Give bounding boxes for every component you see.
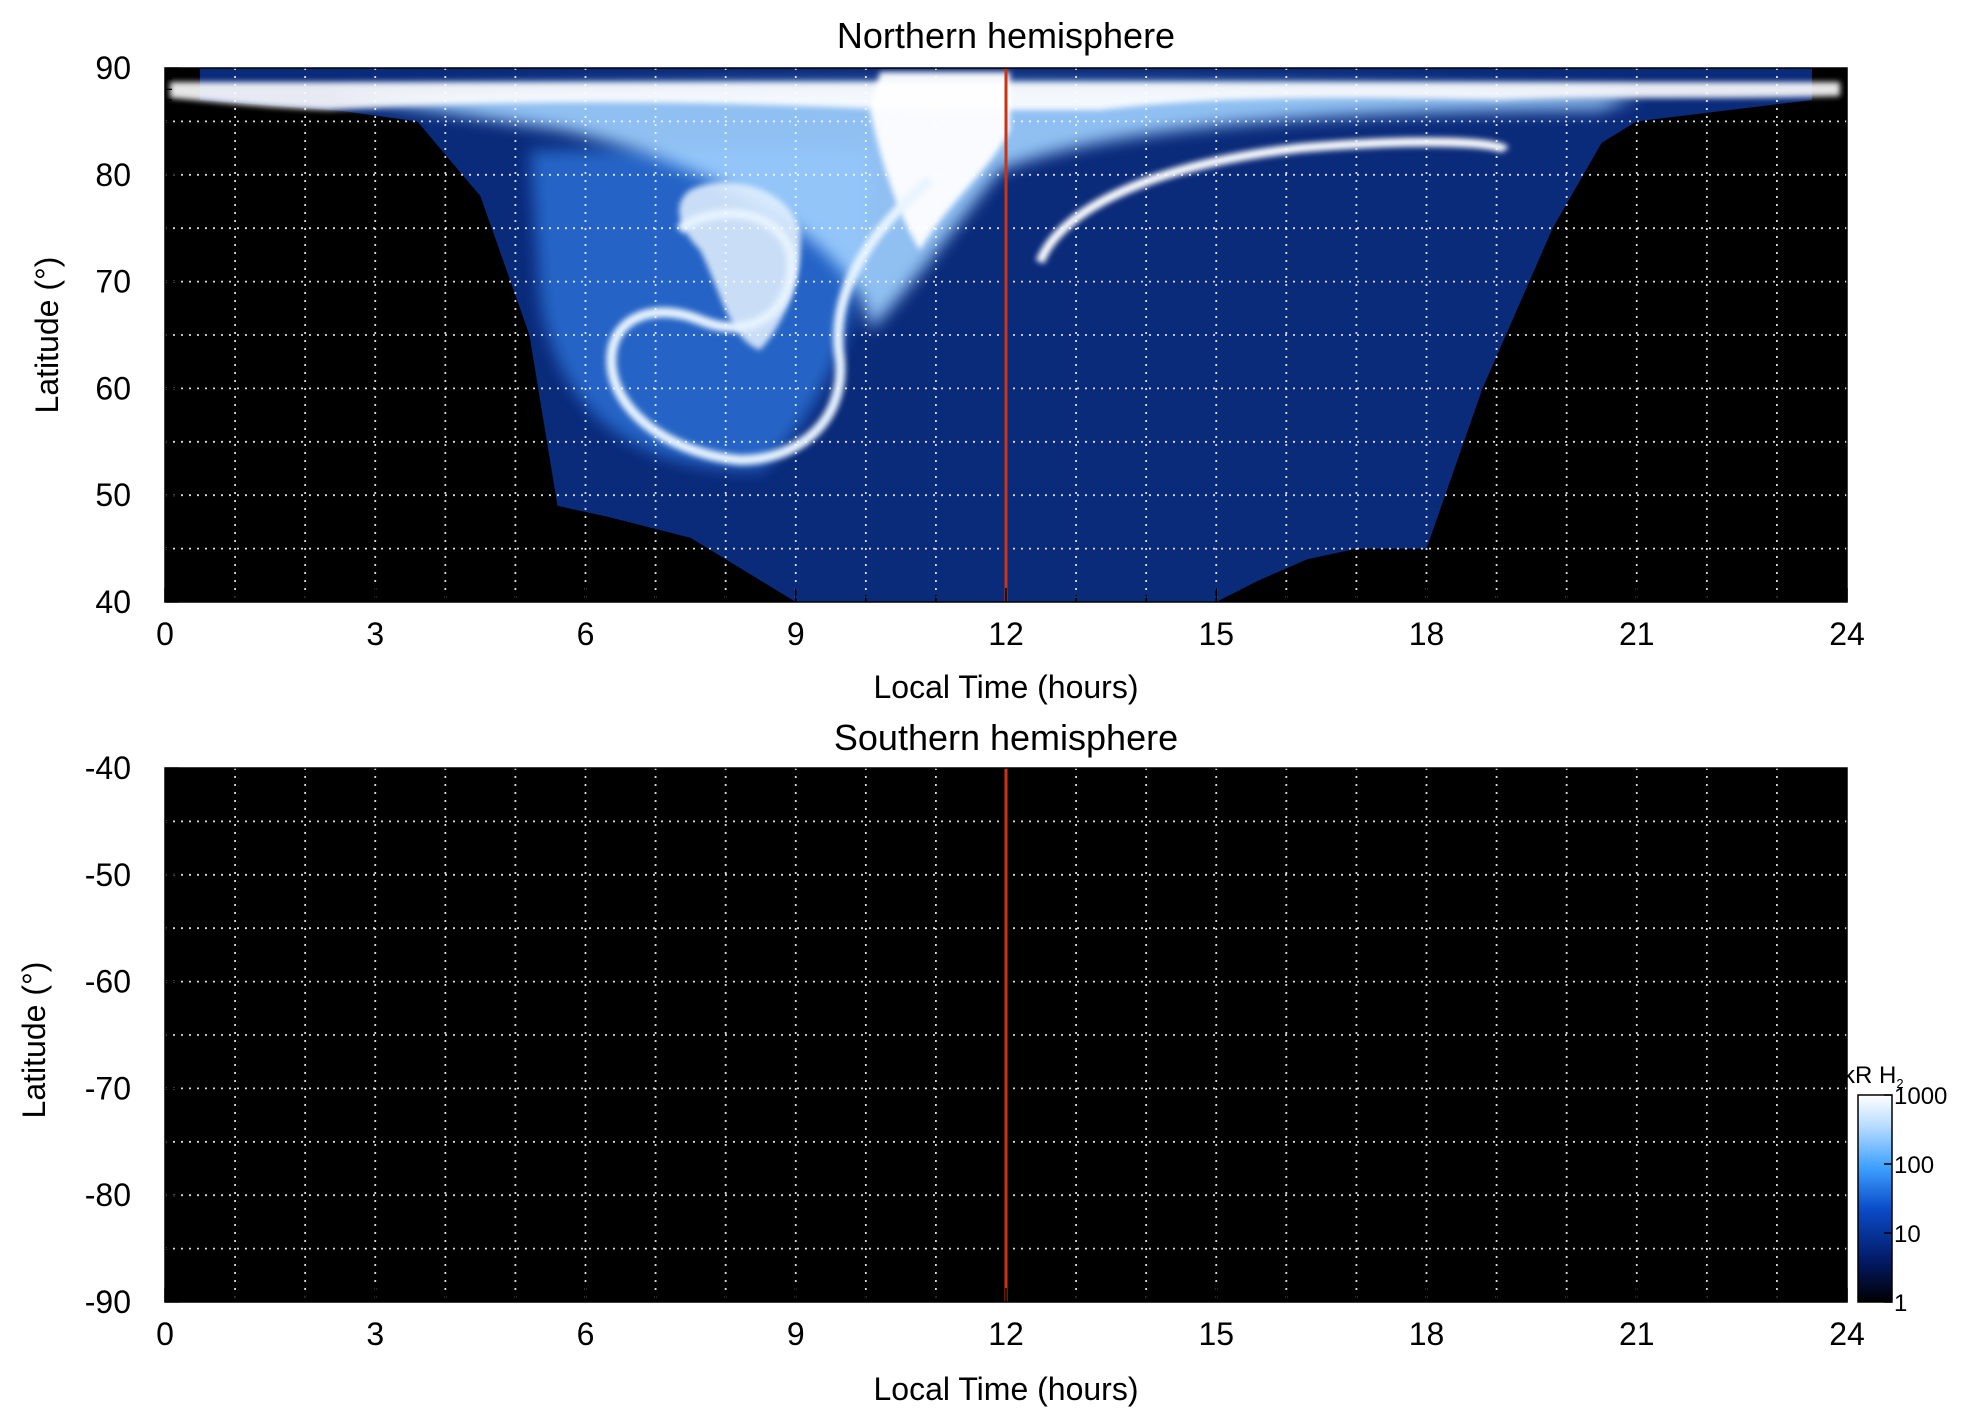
north-afternoon-arc: [1035, 137, 1509, 264]
south-x-tick-label: 0: [156, 1316, 174, 1352]
colorbar-label-main: kR H: [1843, 1062, 1896, 1089]
south-x-axis-label: Local Time (hours): [874, 1371, 1139, 1407]
south-y-tick-label: -90: [85, 1284, 131, 1320]
south-x-tick-label: 18: [1409, 1316, 1445, 1352]
north-axes: 0 3 6 9 12 15 18 21 24 40 50 60 70 80 90: [95, 50, 1864, 652]
colorbar-ticks: 1000 100 10 1: [1884, 1083, 1947, 1317]
south-axes: 0 3 6 9 12 15 18 21 24 -40 -50 -60 -70 -80 -90: [85, 750, 1865, 1352]
north-title: Northern hemisphere: [837, 15, 1175, 56]
south-x-tick-label: 24: [1829, 1316, 1865, 1352]
south-y-tick-label: -70: [85, 1070, 131, 1106]
north-x-tick-label: 0: [156, 616, 174, 652]
north-y-axis-label: Latitude (°): [29, 257, 65, 414]
south-y-tick-label: -60: [85, 964, 131, 1000]
colorbar: kR H2 1000 100 10 1: [1843, 1062, 1947, 1317]
north-x-tick-label: 21: [1619, 616, 1655, 652]
south-x-tick-label: 15: [1198, 1316, 1234, 1352]
southern-hemisphere-panel: Southern hemisphere 0 3 6 9 12 15 18 21 24 -40 -50…: [16, 717, 1865, 1407]
colorbar-tick-label: 10: [1894, 1221, 1921, 1248]
north-x-tick-label: 24: [1829, 616, 1865, 652]
south-x-tick-label: 6: [577, 1316, 595, 1352]
north-y-tick-label: 90: [95, 50, 131, 86]
north-x-axis-label: Local Time (hours): [874, 669, 1139, 705]
south-y-tick-label: -50: [85, 857, 131, 893]
colorbar-label: kR H2: [1843, 1062, 1904, 1091]
north-x-tick-label: 15: [1198, 616, 1234, 652]
colorbar-tick-label: 1: [1894, 1290, 1907, 1317]
north-polar-cap-glow: [330, 83, 1640, 330]
south-y-tick-label: -40: [85, 750, 131, 786]
colorbar-tick-label: 100: [1894, 1152, 1934, 1179]
north-x-tick-label: 6: [577, 616, 595, 652]
colorbar-tick-label: 1000: [1894, 1083, 1947, 1110]
north-x-tick-label: 9: [787, 616, 805, 652]
north-y-tick-label: 40: [95, 584, 131, 620]
south-title: Southern hemisphere: [834, 717, 1178, 758]
south-x-tick-label: 21: [1619, 1316, 1655, 1352]
north-y-tick-label: 50: [95, 477, 131, 513]
south-y-axis-label: Latitude (°): [16, 962, 52, 1119]
north-dawn-blob: [679, 182, 801, 350]
south-y-tick-label: -80: [85, 1177, 131, 1213]
colorbar-scale: [1857, 1094, 1893, 1303]
north-x-tick-label: 12: [988, 616, 1024, 652]
northern-hemisphere-panel: Northern hemisphere 0 3 6 9 12 15 18 21 24 40 50 60…: [29, 15, 1865, 705]
north-y-tick-label: 60: [95, 370, 131, 406]
north-y-tick-label: 80: [95, 157, 131, 193]
south-x-tick-label: 3: [366, 1316, 384, 1352]
south-x-tick-label: 12: [988, 1316, 1024, 1352]
colorbar-label-subscript: 2: [1896, 1076, 1903, 1091]
south-x-tick-label: 9: [787, 1316, 805, 1352]
north-x-tick-label: 18: [1409, 616, 1445, 652]
north-x-tick-label: 3: [366, 616, 384, 652]
north-y-tick-label: 70: [95, 264, 131, 300]
